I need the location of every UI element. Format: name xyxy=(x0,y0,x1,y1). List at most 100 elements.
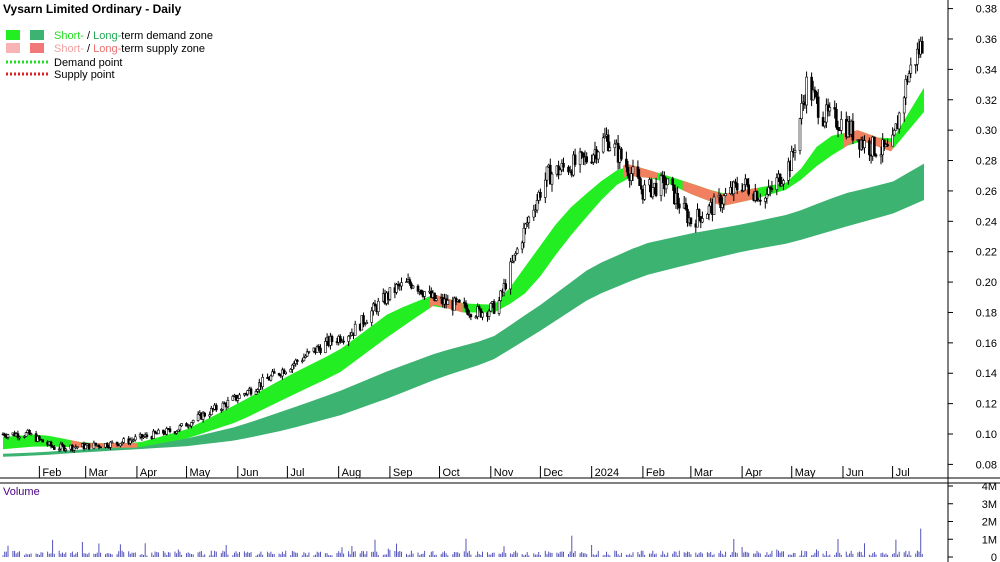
candle xyxy=(481,311,484,321)
candle-body xyxy=(458,299,461,303)
candle-body xyxy=(839,119,843,131)
candle-body xyxy=(87,443,91,450)
candle xyxy=(142,434,145,439)
legend-swatch-short-demand xyxy=(6,30,20,40)
candle xyxy=(489,302,493,312)
candle xyxy=(291,363,294,373)
y-tick-label: 0.38 xyxy=(976,4,997,16)
candle-body xyxy=(625,158,628,168)
candle-body xyxy=(115,441,119,445)
candle xyxy=(798,117,802,155)
candle xyxy=(261,373,264,390)
candle xyxy=(115,441,119,447)
x-tick-label: Jul xyxy=(290,467,304,479)
volume-bars xyxy=(2,528,923,557)
candle xyxy=(153,430,157,434)
candle-body xyxy=(57,448,61,451)
candle-body xyxy=(805,76,808,106)
candle-body xyxy=(99,446,102,449)
candle xyxy=(780,176,784,187)
candle xyxy=(324,337,327,354)
candle-body xyxy=(573,154,577,165)
candle-body xyxy=(816,96,820,118)
candle-body xyxy=(416,285,420,292)
candle xyxy=(249,386,253,397)
candle-body xyxy=(790,151,794,171)
candle xyxy=(909,57,913,78)
candle-body xyxy=(324,341,327,353)
candle-body xyxy=(142,436,145,439)
candle-body xyxy=(550,173,554,185)
candle-body xyxy=(315,345,319,353)
candle xyxy=(815,90,818,104)
candle-body xyxy=(24,432,28,437)
candle-body xyxy=(94,442,97,446)
candle-body xyxy=(145,434,149,437)
candle xyxy=(231,394,235,401)
candle xyxy=(238,392,241,399)
legend-swatch-long-demand xyxy=(30,30,44,40)
candle xyxy=(64,448,68,453)
candle xyxy=(732,180,736,201)
candle-body xyxy=(236,398,240,401)
candle xyxy=(395,283,398,295)
candle-body xyxy=(515,248,519,254)
candle xyxy=(613,139,617,156)
candle xyxy=(580,150,584,159)
candle xyxy=(677,197,681,214)
candle xyxy=(400,277,403,291)
candle-body xyxy=(620,148,623,160)
candle-body xyxy=(512,254,516,262)
date-x-axis: Feb Mar Apr May Jun Jul Aug Sep Oct Nov Dec 2024 Feb… xyxy=(38,466,910,479)
candle-body xyxy=(254,391,258,395)
candle-body xyxy=(423,291,426,297)
candle xyxy=(639,178,643,195)
candle xyxy=(805,71,808,114)
legend-swatch-short-supply xyxy=(6,43,20,53)
candle-body xyxy=(411,285,415,289)
candle-body xyxy=(613,143,617,149)
candle xyxy=(271,369,274,377)
candle-body xyxy=(603,136,607,139)
candle xyxy=(510,255,514,264)
candle xyxy=(236,394,240,404)
volume-tick-label: 3M xyxy=(982,499,997,511)
candle-body xyxy=(76,446,79,449)
candle-body xyxy=(3,433,7,437)
candle-body xyxy=(811,89,815,101)
candle xyxy=(175,430,178,435)
candle xyxy=(59,441,63,452)
legend-part: Long- xyxy=(93,43,121,55)
candle-body xyxy=(510,260,514,263)
candle-body xyxy=(509,261,512,290)
candle-body xyxy=(474,316,478,319)
candle xyxy=(790,145,794,171)
candle xyxy=(363,322,367,327)
candle xyxy=(256,388,259,393)
candle xyxy=(590,154,593,164)
candle xyxy=(631,159,635,181)
candle-body xyxy=(626,166,630,176)
candle xyxy=(157,428,160,435)
candle xyxy=(585,152,589,164)
candle-body xyxy=(719,195,722,208)
candle xyxy=(330,334,334,346)
candle-body xyxy=(835,109,838,128)
x-tick-label: Mar xyxy=(694,467,713,479)
candle-body xyxy=(567,166,570,173)
candle xyxy=(294,358,298,367)
candle xyxy=(419,289,423,295)
candle-body xyxy=(353,323,357,336)
candle xyxy=(370,307,374,327)
candle xyxy=(208,411,211,419)
candle xyxy=(823,121,827,129)
candle-body xyxy=(763,197,767,202)
candle-body xyxy=(706,214,709,219)
candle xyxy=(61,442,64,448)
candle xyxy=(57,446,61,452)
candle-body xyxy=(696,209,699,228)
candle xyxy=(29,432,33,436)
candle-body xyxy=(215,404,218,411)
candle-body xyxy=(277,373,281,376)
candle-body xyxy=(185,423,188,427)
